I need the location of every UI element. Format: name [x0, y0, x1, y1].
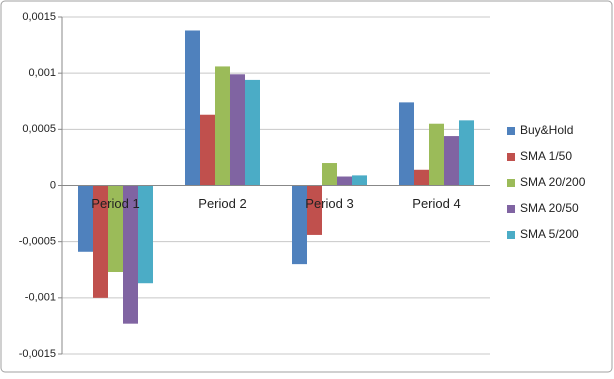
- bar: [444, 136, 459, 186]
- legend-swatch: [507, 205, 515, 213]
- y-tick-label: -0,0005: [19, 236, 56, 248]
- bar: [108, 185, 123, 272]
- x-tick-label: Period 2: [198, 196, 246, 211]
- bar: [429, 123, 444, 186]
- bar: [215, 66, 230, 186]
- y-tick-label: -0,0015: [19, 348, 56, 360]
- legend-swatch: [507, 179, 515, 187]
- bar: [352, 175, 367, 186]
- legend-label: Buy&Hold: [520, 123, 573, 137]
- x-tick-label: Period 4: [412, 196, 460, 211]
- y-tick-label: 0,0015: [22, 11, 56, 23]
- bar: [78, 185, 93, 252]
- y-tick-label: -0,001: [25, 292, 56, 304]
- legend-swatch: [507, 231, 515, 239]
- bar: [292, 185, 307, 265]
- bar: [399, 102, 414, 186]
- bar: [185, 30, 200, 186]
- bar: [414, 169, 429, 186]
- y-tick-label: 0,001: [28, 67, 56, 79]
- bar: [123, 185, 138, 324]
- y-tick-label: 0: [50, 179, 56, 191]
- bar: [138, 185, 153, 284]
- y-tick-label: 0,0005: [22, 123, 56, 135]
- legend-swatch: [507, 153, 515, 161]
- bar: [245, 79, 260, 186]
- bar: [459, 120, 474, 186]
- legend-swatch: [507, 127, 515, 135]
- legend-label: SMA 5/200: [520, 227, 579, 241]
- legend-label: SMA 20/200: [520, 175, 586, 189]
- bar: [230, 74, 245, 186]
- x-tick-label: Period 3: [305, 196, 353, 211]
- bar: [200, 114, 215, 186]
- bar: [307, 185, 322, 235]
- legend-label: SMA 20/50: [520, 201, 579, 215]
- legend-label: SMA 1/50: [520, 149, 572, 163]
- bar: [337, 176, 352, 186]
- x-tick-label: Period 1: [91, 196, 139, 211]
- bar: [322, 163, 337, 186]
- bar: [93, 185, 108, 298]
